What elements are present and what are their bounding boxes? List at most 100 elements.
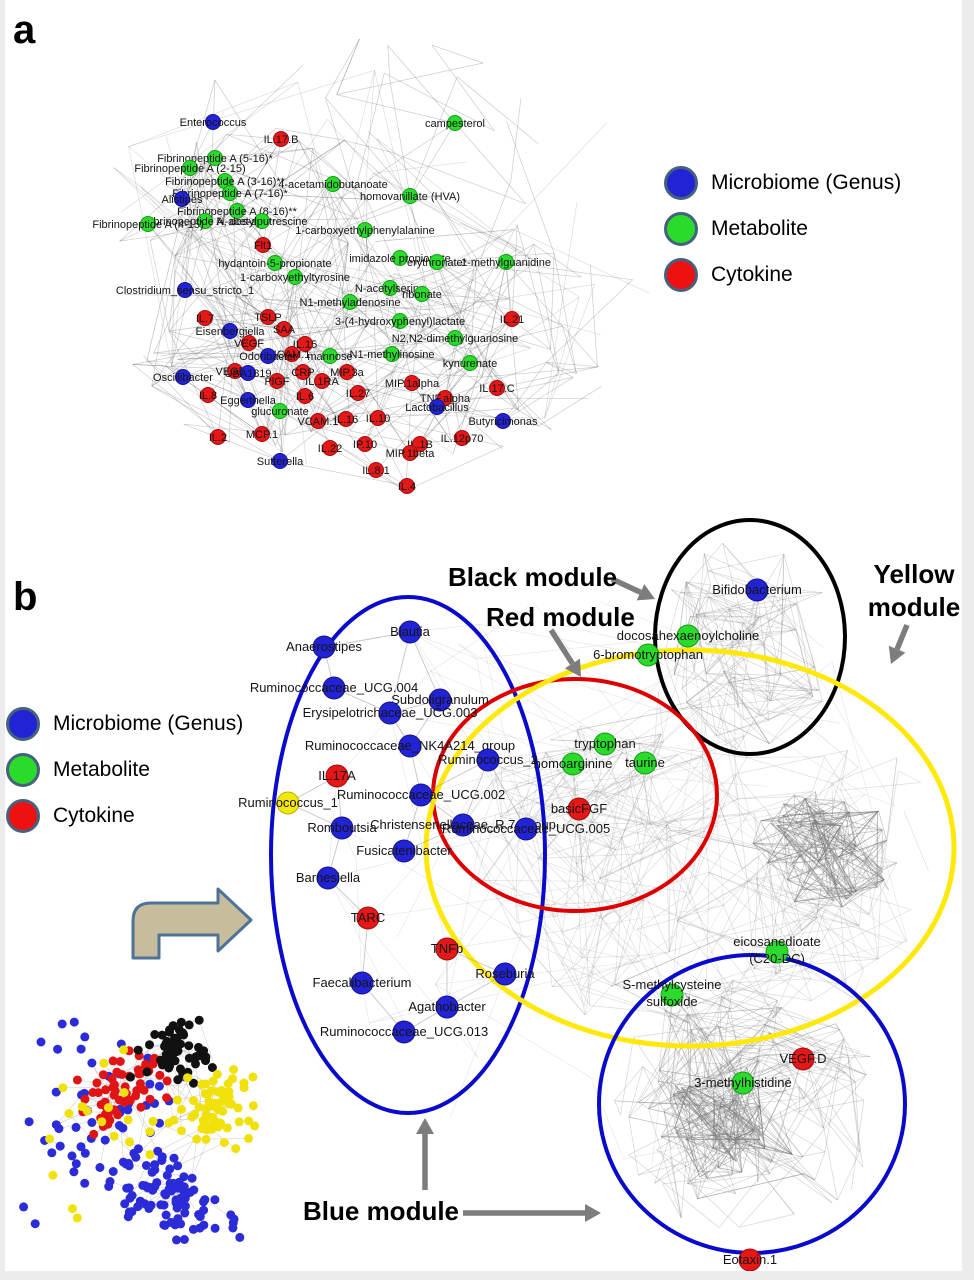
node-eisenbergiella[interactable]: [222, 323, 238, 339]
node-ribonate[interactable]: [414, 286, 430, 302]
node-il-7[interactable]: [197, 310, 213, 326]
node-il-15[interactable]: [297, 336, 313, 352]
node-n2-n2-dimethylguanosine[interactable]: [447, 330, 463, 346]
node-il-17a[interactable]: [325, 764, 349, 788]
node-il-1b[interactable]: [412, 436, 428, 452]
node-taurine[interactable]: [633, 751, 657, 775]
node-il-17-c[interactable]: [489, 380, 505, 396]
node-il-17-b[interactable]: [273, 131, 289, 147]
node-n-acetylserine[interactable]: [382, 280, 398, 296]
node-ruminococcaceae-ucg-004[interactable]: [322, 676, 346, 700]
node-fibrinopeptide-a-7-16[interactable]: [222, 185, 238, 201]
node-fusicatenibacter[interactable]: [392, 839, 416, 863]
node-fibrinopeptide-a-4-15[interactable]: [140, 216, 156, 232]
node-ruminococcaceae-nk4a214-group[interactable]: [398, 734, 422, 758]
node-enterococcus[interactable]: [205, 114, 221, 130]
node-imidazole-propionate[interactable]: [392, 250, 408, 266]
node-fibrinopeptide-a-2-15[interactable]: [182, 160, 198, 176]
node-ruminococcaceae-ucg-013[interactable]: [392, 1020, 416, 1044]
node-fibrinopeptide-a-5-16[interactable]: [207, 150, 223, 166]
node-il-12p70[interactable]: [454, 430, 470, 446]
node-lactobacillus[interactable]: [429, 399, 445, 415]
node-homovanillate-hva[interactable]: [402, 188, 418, 204]
node-eicosanedioate[interactable]: [765, 940, 789, 964]
node-6-bromotryptophan[interactable]: [636, 643, 660, 667]
node-erythronate[interactable]: [429, 254, 445, 270]
node-n1-methyladenosine[interactable]: [342, 294, 358, 310]
node-fibrinopeptide-a-des-ala[interactable]: [197, 213, 213, 229]
node-4-acetamidobutanoate[interactable]: [325, 176, 341, 192]
node-il-27[interactable]: [350, 385, 366, 401]
node-il-21[interactable]: [504, 311, 520, 327]
node-bifidobacterium[interactable]: [745, 578, 769, 602]
node-homoarginine[interactable]: [561, 752, 585, 776]
node-1-carboxyethylphenylalanine[interactable]: [357, 222, 373, 238]
node-campesterol[interactable]: [447, 115, 463, 131]
node-barnesiella[interactable]: [316, 866, 340, 890]
node-il-16[interactable]: [338, 411, 354, 427]
node-erysipelotrichaceae-ucg-003[interactable]: [378, 701, 402, 725]
node-odoribacter[interactable]: [260, 348, 276, 364]
node-glucuronate[interactable]: [272, 403, 288, 419]
node-basicfgf[interactable]: [567, 797, 591, 821]
node-kynurenate[interactable]: [462, 355, 478, 371]
node-fibrinopeptide-a-8-16[interactable]: [229, 203, 245, 219]
node-1-methylguanidine[interactable]: [498, 254, 514, 270]
node-il-6[interactable]: [297, 388, 313, 404]
node-mip-3a[interactable]: [339, 364, 355, 380]
node-il-4[interactable]: [399, 478, 415, 494]
node-n-acetylputrescine[interactable]: [254, 213, 270, 229]
node-subdoligranulum[interactable]: [428, 688, 452, 712]
node-flt1[interactable]: [255, 237, 271, 253]
node-hydantoin-5-propionate[interactable]: [267, 255, 283, 271]
node-romboutsia[interactable]: [330, 816, 354, 840]
node-ruminococcus-2[interactable]: [476, 748, 500, 772]
node-docosahexaenoylcholine[interactable]: [676, 624, 700, 648]
node-plgf[interactable]: [269, 373, 285, 389]
node-tslp[interactable]: [260, 309, 276, 325]
node-faecalibacterium[interactable]: [350, 971, 374, 995]
node-clostridium-sensu-stricto-1[interactable]: [177, 282, 193, 298]
node-ip-10[interactable]: [357, 436, 373, 452]
node-mannose[interactable]: [322, 348, 338, 364]
node-label: VEGF.D: [780, 1051, 827, 1066]
node-ruminococcaceae-ucg-002[interactable]: [409, 783, 433, 807]
node-3-methylhistidine[interactable]: [731, 1071, 755, 1095]
node-s-methylcysteine[interactable]: [660, 983, 684, 1007]
node-il-10[interactable]: [370, 410, 386, 426]
node-oscillibacter[interactable]: [175, 369, 191, 385]
node-il-2[interactable]: [210, 429, 226, 445]
node-il-8-1[interactable]: [368, 462, 384, 478]
node-crp[interactable]: [295, 364, 311, 380]
node-roseburia[interactable]: [493, 962, 517, 986]
node-christensenellaceae-r-7-group[interactable]: [451, 813, 475, 837]
node-il-8[interactable]: [200, 387, 216, 403]
node-sutterella[interactable]: [272, 453, 288, 469]
node-alistipes[interactable]: [174, 191, 190, 207]
node-agathobacter[interactable]: [435, 995, 459, 1019]
node-tarc[interactable]: [356, 906, 380, 930]
node-3-4-hydroxyphenyl-lactate[interactable]: [392, 313, 408, 329]
node-saa[interactable]: [276, 321, 292, 337]
node-n1-methylinosine[interactable]: [384, 346, 400, 362]
node-mcp-1[interactable]: [254, 426, 270, 442]
node-vcam-1[interactable]: [310, 413, 326, 429]
node-blautia[interactable]: [398, 620, 422, 644]
node-il-1ra[interactable]: [314, 373, 330, 389]
node-1-carboxyethyltyrosine[interactable]: [287, 269, 303, 285]
node-ruminococcus-1[interactable]: [276, 791, 300, 815]
mini-node: [219, 1138, 229, 1148]
node-tryptophan[interactable]: [593, 732, 617, 756]
node-il-22[interactable]: [322, 440, 338, 456]
node-uba1819[interactable]: [240, 365, 256, 381]
node-tnfb[interactable]: [435, 937, 459, 961]
node-vegf-d[interactable]: [791, 1047, 815, 1071]
node-mip-1beta[interactable]: [402, 445, 418, 461]
node-eggerthella[interactable]: [240, 392, 256, 408]
node-anaerostipes[interactable]: [312, 635, 336, 659]
node-icam-1[interactable]: [284, 346, 300, 362]
node-ruminococcaceae-ucg-005[interactable]: [514, 817, 538, 841]
node-vegf[interactable]: [241, 335, 257, 351]
node-butyricimonas[interactable]: [495, 413, 511, 429]
node-mip-1alpha[interactable]: [404, 375, 420, 391]
